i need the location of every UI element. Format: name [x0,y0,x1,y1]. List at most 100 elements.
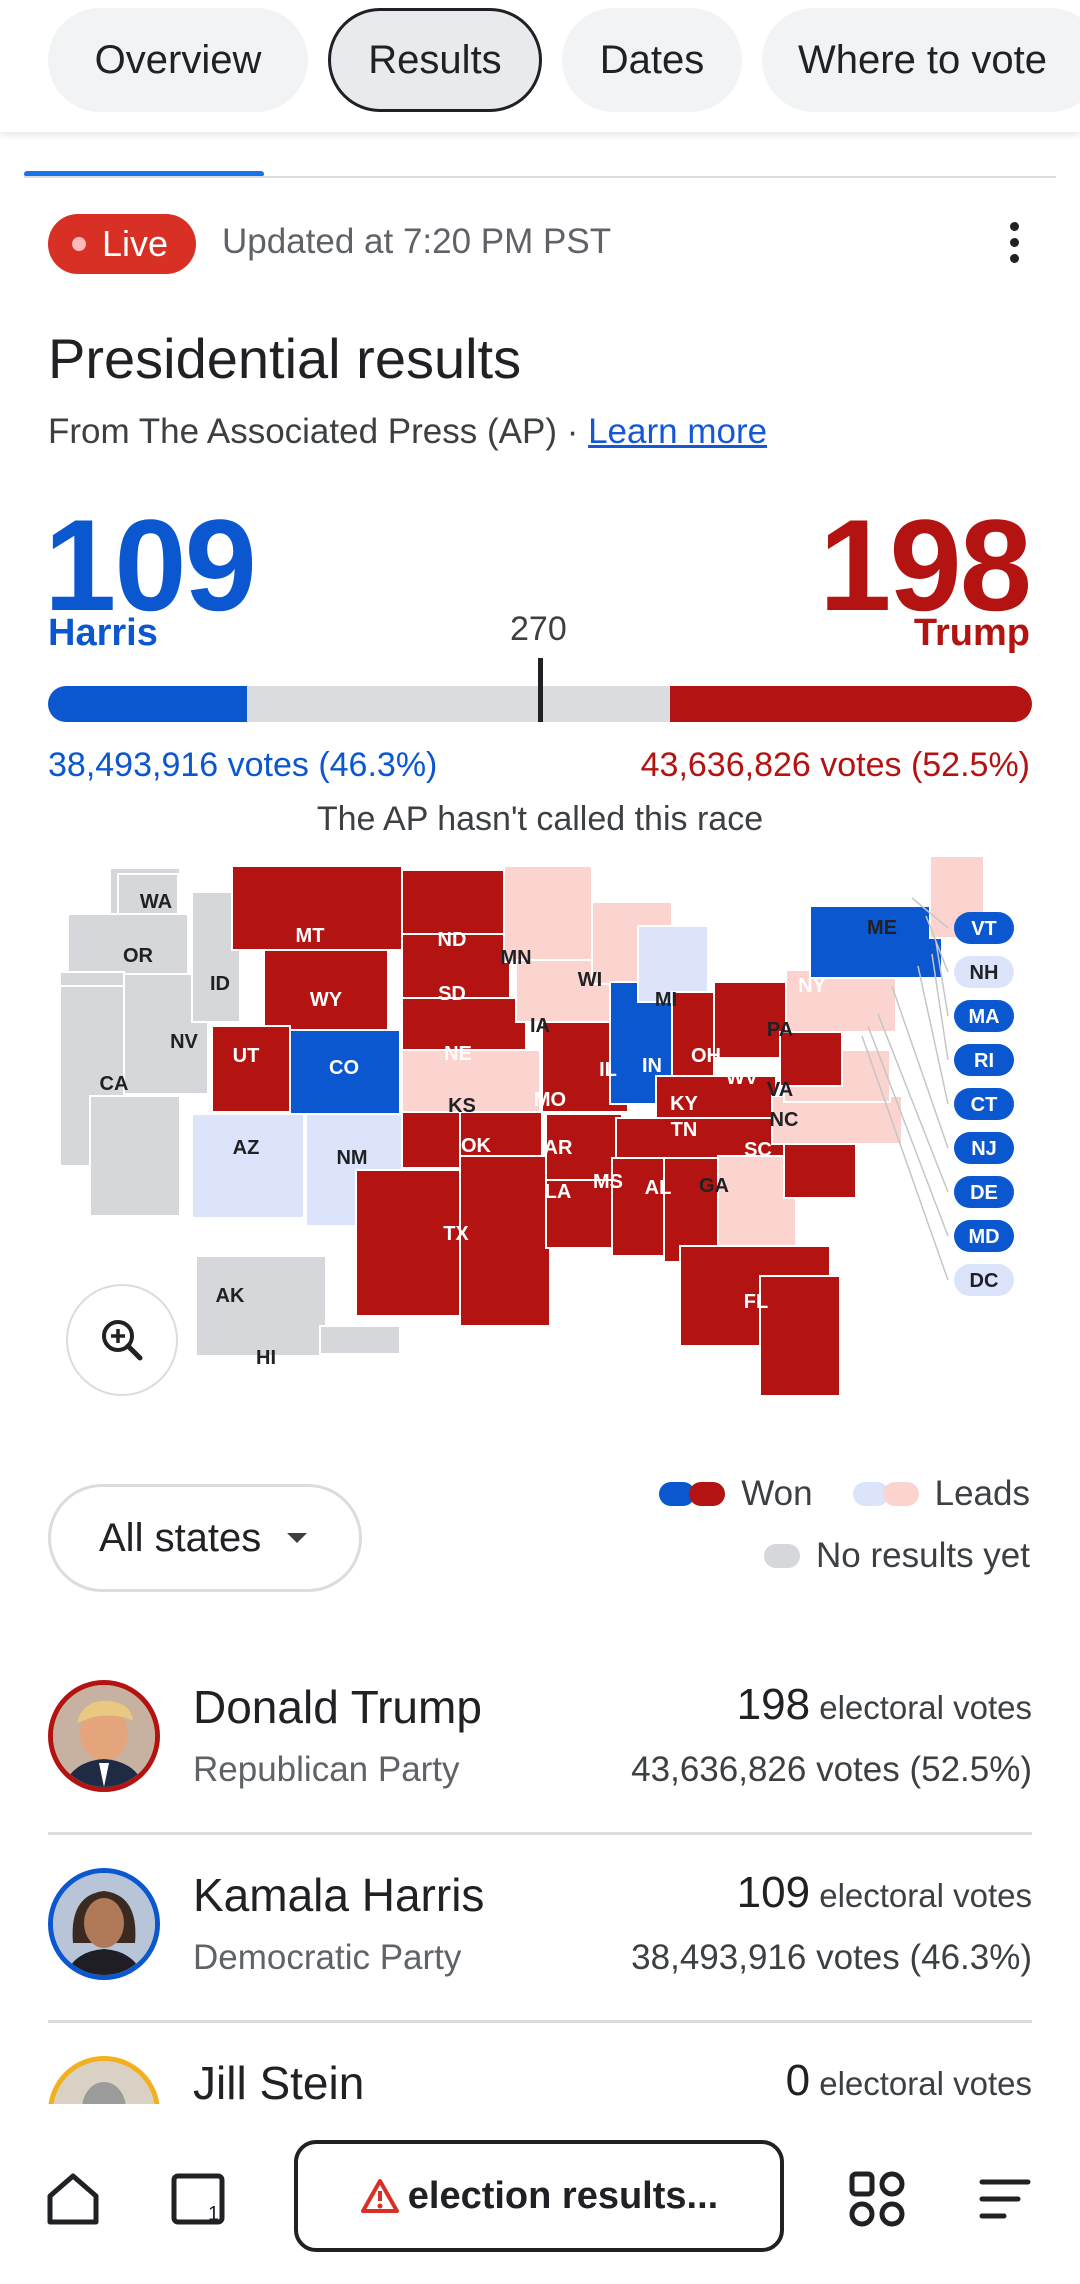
harris-electoral-count: 109 [44,492,257,638]
state-sd[interactable] [401,933,511,999]
state-label-wv: WV [726,1067,759,1089]
state-ky[interactable] [655,1075,777,1123]
state-label-ks: KS [448,1095,476,1117]
state-label-mt: MT [296,925,325,947]
candidate-electoral-votes: 0 electoral votes [786,2056,1032,2106]
state-ks[interactable] [401,1049,541,1113]
state-badge-nj[interactable] [954,1132,1014,1164]
state-wy[interactable] [263,949,389,1031]
state-label-hi: HI [256,1347,276,1369]
candidate-row-stein[interactable]: Jill Stein 0 electoral votes [48,2016,1032,2106]
state-label-in: IN [642,1055,662,1077]
state-label-ak: AK [216,1285,245,1307]
updated-time: Updated at 7:20 PM PST [222,222,612,261]
state-badge-ct[interactable] [954,1088,1014,1120]
menu-icon[interactable] [974,2168,1036,2230]
candidate-popular-votes: 38,493,916 votes (46.3%) [631,1938,1032,1977]
state-ut[interactable] [211,1025,291,1113]
state-label-tn: TN [671,1119,698,1141]
state-ny[interactable] [809,905,943,979]
state-ak[interactable] [195,1255,327,1357]
legend-leads-label: Leads [934,1474,1030,1513]
state-sc[interactable] [783,1137,857,1199]
state-la[interactable] [545,1179,613,1249]
state-badge-label-ma: MA [968,1006,999,1028]
omnibox[interactable]: election results... [294,2140,784,2252]
state-label-ut: UT [233,1045,260,1067]
row-divider [48,2020,1032,2023]
side-leader-line [911,897,949,929]
state-label-nm: NM [336,1147,367,1169]
state-badge-label-de: DE [970,1182,998,1204]
candidate-party: Democratic Party [193,1938,462,1977]
state-co[interactable] [289,1029,401,1117]
state-label-ok: OK [461,1135,492,1157]
state-az[interactable] [191,1113,305,1219]
state-tx[interactable] [355,1155,553,1327]
candidate-row-trump[interactable]: Donald Trump Republican Party 198 electo… [48,1640,1032,1828]
state-badge-de[interactable] [954,1176,1014,1208]
candidate-popular-votes: 43,636,826 votes (52.5%) [631,1750,1032,1789]
tab-results[interactable]: Results [328,8,542,112]
apps-grid-icon[interactable] [846,2168,908,2230]
stein-avatar [48,2056,160,2106]
state-mn[interactable] [503,865,593,963]
state-ms[interactable] [611,1157,665,1257]
state-badge-vt[interactable] [954,912,1014,944]
state-badge-ri[interactable] [954,1044,1014,1076]
state-label-ny: NY [798,975,826,997]
tab-dates[interactable]: Dates [562,8,742,112]
state-filter-label: All states [99,1515,262,1560]
state-label-ky: KY [670,1093,698,1115]
candidate-row-harris[interactable]: Kamala Harris Democratic Party 109 elect… [48,1828,1032,2016]
learn-more-link[interactable]: Learn more [588,412,768,451]
threshold-label: 270 [510,610,567,648]
state-label-wy: WY [310,989,343,1011]
state-badge-label-ri: RI [974,1050,994,1072]
zoom-map-button[interactable] [66,1284,178,1396]
trump-label: Trump [913,612,1030,654]
source-line: From The Associated Press (AP) · Learn m… [48,412,767,452]
state-al[interactable] [663,1157,719,1263]
tabs-icon[interactable]: 1 [168,2168,230,2230]
svg-text:1: 1 [208,2203,219,2225]
state-nc[interactable] [771,1095,903,1145]
state-ar[interactable] [545,1113,623,1181]
ev-suffix: electoral votes [810,1689,1032,1726]
live-dot-icon [72,237,86,251]
state-ia[interactable] [515,959,611,1023]
tab-where-to-vote[interactable]: Where to vote [762,8,1080,112]
ev-count: 109 [736,1868,811,1917]
state-filter-dropdown[interactable]: All states [48,1484,362,1592]
state-oh[interactable] [713,981,787,1059]
home-icon[interactable] [42,2168,104,2230]
candidate-name: Jill Stein [193,2057,365,2106]
state-fl[interactable] [679,1245,841,1396]
state-mt[interactable] [231,865,403,951]
state-nd[interactable] [401,869,505,935]
us-results-map[interactable]: WA OR CA NV ID MT WY UT CO AZ NM ND SD NE KS OK TX MN IA MO… [60,856,1020,1396]
state-badge-label-vt: VT [971,918,997,940]
electoral-progress-bar [48,686,1032,722]
state-badge-md[interactable] [954,1220,1014,1252]
legend-none-label: No results yet [816,1536,1030,1575]
state-mi[interactable] [637,925,709,1003]
state-badge-dc[interactable] [954,1264,1014,1296]
trump-bar-fill [670,686,1032,722]
tab-overview[interactable]: Overview [48,8,308,112]
legend-rep-won-swatch [689,1482,726,1506]
state-label-nc: NC [770,1109,799,1131]
more-options-icon[interactable] [1004,222,1024,266]
state-badge-ma[interactable] [954,1000,1014,1032]
state-badge-nh[interactable] [954,956,1014,988]
state-in[interactable] [671,991,715,1081]
state-label-nv: NV [170,1031,198,1053]
candidate-electoral-votes: 109 electoral votes [737,1868,1032,1918]
state-badge-label-nj: NJ [971,1138,997,1160]
state-label-va: VA [767,1079,793,1101]
state-hi[interactable] [319,1325,401,1355]
state-ne[interactable] [401,997,527,1051]
state-or[interactable] [67,913,189,975]
state-label-mi: MI [655,989,677,1011]
state-label-wa: WA [140,891,172,913]
